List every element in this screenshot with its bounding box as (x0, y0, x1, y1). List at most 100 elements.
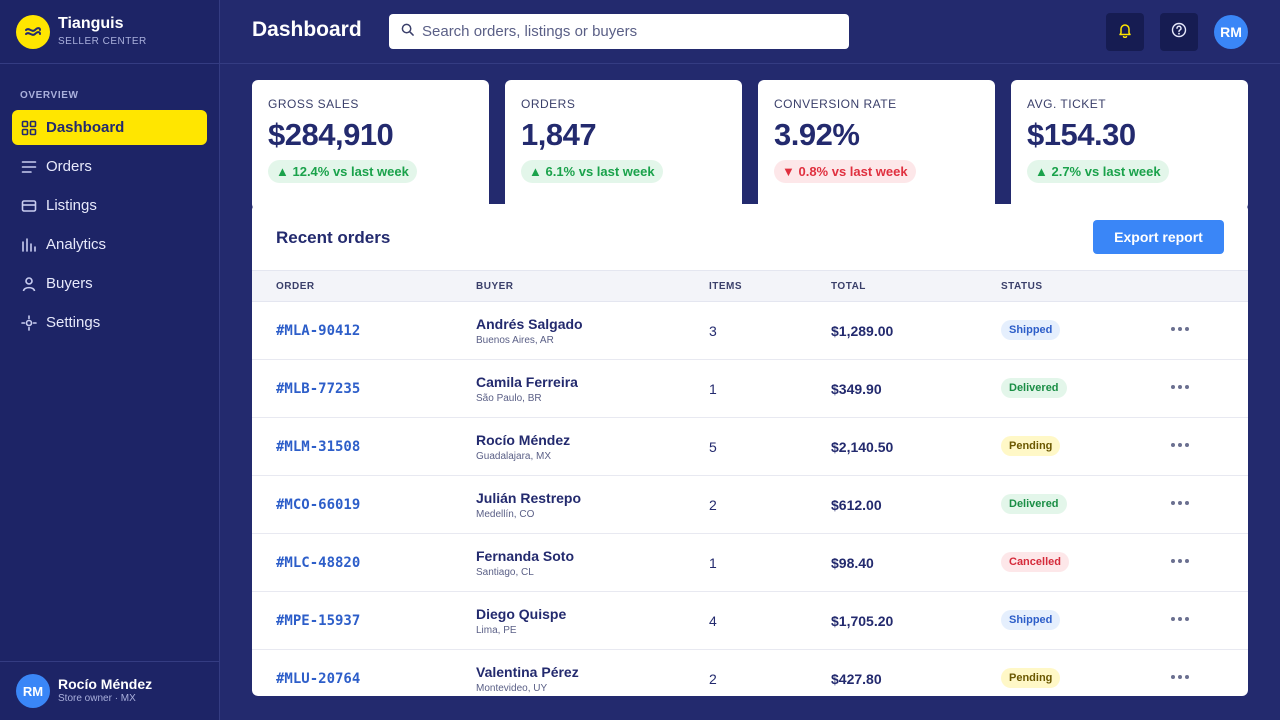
table-header: ORDER BUYER ITEMS TOTAL STATUS (252, 270, 1248, 302)
sidebar-item-buyers[interactable]: Buyers (12, 266, 207, 301)
recent-orders-panel: Recent orders Export report ORDER BUYER … (252, 204, 1248, 696)
column-header-total[interactable]: TOTAL (831, 281, 866, 292)
orders-table-body: #MLA-90412 Andrés Salgado Buenos Aires, A… (252, 302, 1248, 696)
page-title: Dashboard (252, 18, 362, 41)
brand[interactable]: Tianguis SELLER CENTER (0, 0, 219, 64)
column-header-items[interactable]: ITEMS (709, 281, 743, 292)
kpi-card-orders: ORDERS 1,847 ▲ 6.1% vs last week (505, 80, 742, 210)
help-icon (1171, 22, 1187, 43)
order-total: $1,289.00 (831, 323, 894, 339)
table-row[interactable]: #MLB-77235 Camila Ferreira São Paulo, BR … (252, 360, 1248, 418)
status-badge: Pending (1001, 436, 1061, 456)
order-id[interactable]: #MLC-48820 (276, 555, 361, 571)
table-row[interactable]: #MLA-90412 Andrés Salgado Buenos Aires, A… (252, 302, 1248, 360)
sidebar-item-settings[interactable]: Settings (12, 305, 207, 340)
sidebar-item-orders[interactable]: Orders (12, 149, 207, 184)
settings-icon (20, 314, 38, 332)
buyer-location: Medellín, CO (476, 509, 535, 520)
sidebar-nav: Dashboard Orders Listings Analytics Buye… (0, 110, 219, 340)
kpi-delta-badge: ▼ 0.8% vs last week (774, 160, 916, 183)
notifications-button[interactable] (1106, 13, 1144, 51)
help-button[interactable] (1160, 13, 1198, 51)
column-header-status[interactable]: STATUS (1001, 281, 1043, 292)
table-row[interactable]: #MPE-15937 Diego Quispe Lima, PE 4 $1,705… (252, 592, 1248, 650)
buyer-location: São Paulo, BR (476, 393, 542, 404)
more-options-icon[interactable] (1170, 609, 1190, 629)
order-items: 2 (709, 671, 717, 687)
order-id[interactable]: #MPE-15937 (276, 613, 361, 629)
buyer-name: Fernanda Soto (476, 548, 575, 564)
order-total: $98.40 (831, 555, 874, 571)
bar-chart-icon (20, 236, 38, 254)
more-options-icon[interactable] (1170, 493, 1190, 513)
search-box[interactable] (389, 14, 849, 49)
avatar[interactable]: RM (1214, 15, 1248, 49)
table-row[interactable]: #MLC-48820 Fernanda Soto Santiago, CL 1 $… (252, 534, 1248, 592)
table-row[interactable]: #MLM-31508 Rocío Méndez Guadalajara, MX 5… (252, 418, 1248, 476)
sidebar-item-analytics[interactable]: Analytics (12, 227, 207, 262)
sidebar-item-listings[interactable]: Listings (12, 188, 207, 223)
search-input[interactable] (422, 23, 822, 40)
kpi-delta-badge: ▲ 2.7% vs last week (1027, 160, 1169, 183)
card-icon (20, 197, 38, 215)
column-header-buyer[interactable]: BUYER (476, 281, 514, 292)
status-badge: Delivered (1001, 494, 1067, 514)
buyer-location: Buenos Aires, AR (476, 335, 554, 346)
current-user[interactable]: RM Rocío Méndez Store owner · MX (0, 661, 219, 720)
nav-section-label: OVERVIEW (20, 90, 79, 101)
export-report-button[interactable]: Export report (1093, 220, 1224, 254)
more-options-icon[interactable] (1170, 551, 1190, 571)
panel-title: Recent orders (276, 228, 391, 247)
grid-icon (20, 119, 38, 137)
buyer-name: Rocío Méndez (476, 432, 571, 448)
more-options-icon[interactable] (1170, 319, 1190, 339)
brand-logo-icon (16, 14, 50, 49)
order-id[interactable]: #MLB-77235 (276, 381, 361, 397)
order-items: 4 (709, 613, 717, 629)
kpi-value: $284,910 (268, 117, 394, 152)
sidebar-item-label: Analytics (46, 236, 107, 253)
table-row[interactable]: #MCO-66019 Julián Restrepo Medellín, CO 2… (252, 476, 1248, 534)
order-id[interactable]: #MCO-66019 (276, 497, 361, 513)
order-items: 1 (709, 555, 717, 571)
order-items: 1 (709, 381, 717, 397)
order-total: $612.00 (831, 497, 882, 513)
buyer-location: Lima, PE (476, 625, 517, 636)
kpi-card-avg-ticket: AVG. TICKET $154.30 ▲ 2.7% vs last week (1011, 80, 1248, 210)
buyer-name: Camila Ferreira (476, 374, 578, 390)
bell-icon (1117, 22, 1133, 43)
brand-name: Tianguis (58, 14, 124, 32)
buyer-name: Diego Quispe (476, 606, 567, 622)
more-options-icon[interactable] (1170, 435, 1190, 455)
brand-subtitle: SELLER CENTER (58, 35, 147, 47)
order-id[interactable]: #MLU-20764 (276, 671, 361, 687)
kpi-value: 3.92% (774, 117, 860, 152)
status-badge: Shipped (1001, 610, 1061, 630)
sidebar-item-label: Buyers (46, 275, 93, 292)
avatar: RM (16, 674, 50, 708)
order-total: $427.80 (831, 671, 882, 687)
kpi-delta-badge: ▲ 12.4% vs last week (268, 160, 417, 183)
sidebar-item-label: Listings (46, 197, 97, 214)
buyer-location: Guadalajara, MX (476, 451, 552, 462)
search-icon (401, 23, 414, 41)
order-id[interactable]: #MLM-31508 (276, 439, 361, 455)
order-items: 2 (709, 497, 717, 513)
user-icon (20, 275, 38, 293)
status-badge: Shipped (1001, 320, 1061, 340)
kpi-value: $154.30 (1027, 117, 1136, 152)
sidebar-item-label: Settings (46, 314, 101, 331)
sidebar-item-dashboard[interactable]: Dashboard (12, 110, 207, 145)
topbar: Dashboard RM (220, 0, 1280, 64)
more-options-icon[interactable] (1170, 667, 1190, 687)
table-row[interactable]: #MLU-20764 Valentina Pérez Montevideo, UY… (252, 650, 1248, 696)
status-badge: Delivered (1001, 378, 1067, 398)
order-total: $2,140.50 (831, 439, 894, 455)
kpi-delta-badge: ▲ 6.1% vs last week (521, 160, 663, 183)
sidebar-item-label: Orders (46, 158, 92, 175)
column-header-order[interactable]: ORDER (276, 281, 315, 292)
status-badge: Pending (1001, 668, 1061, 688)
order-id[interactable]: #MLA-90412 (276, 323, 361, 339)
more-options-icon[interactable] (1170, 377, 1190, 397)
order-total: $1,705.20 (831, 613, 894, 629)
